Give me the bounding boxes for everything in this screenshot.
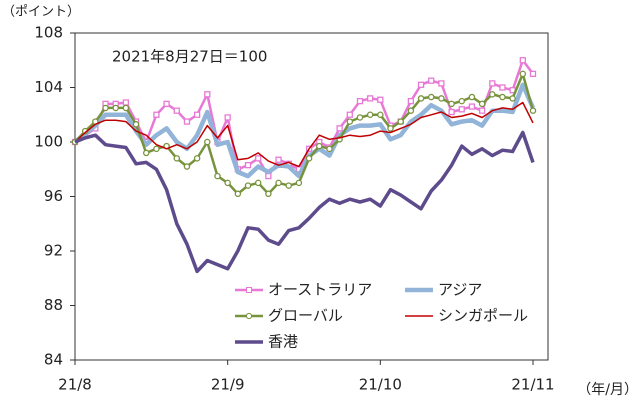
marker <box>132 121 140 128</box>
marker <box>224 179 231 187</box>
marker <box>254 179 262 187</box>
x-tick-label: 21/9 <box>211 376 245 394</box>
legend-label: グローバル <box>268 307 343 325</box>
marker <box>367 95 374 102</box>
marker <box>417 95 425 102</box>
marker <box>285 182 292 189</box>
marker <box>142 149 150 157</box>
legend-label: オーストラリア <box>268 281 372 299</box>
marker <box>163 100 170 107</box>
marker <box>468 93 476 101</box>
series-line <box>74 101 534 168</box>
marker <box>102 104 109 112</box>
marker <box>275 179 282 187</box>
marker <box>265 172 272 180</box>
marker <box>458 97 466 105</box>
marker <box>275 156 282 163</box>
marker <box>448 108 455 116</box>
y-tick-label: 88 <box>44 296 63 314</box>
y-axis-label: （ポイント） <box>2 5 80 20</box>
marker <box>265 190 272 198</box>
x-axis-label: （年/月） <box>577 382 638 398</box>
marker <box>499 84 506 91</box>
annotation: 2021年8月27日＝100 <box>112 48 267 66</box>
marker <box>204 91 211 98</box>
marker <box>244 182 252 189</box>
x-tick-label: 21/10 <box>359 376 402 394</box>
marker <box>326 145 333 153</box>
marker <box>489 80 496 87</box>
marker <box>224 114 231 121</box>
x-tick-label: 21/8 <box>58 376 92 394</box>
legend-marker <box>246 287 252 293</box>
marker <box>214 172 221 180</box>
marker <box>417 81 425 88</box>
legend-label: アジア <box>438 281 482 299</box>
marker <box>509 95 516 102</box>
marker <box>366 111 374 119</box>
legend-label: 香港 <box>268 333 298 351</box>
marker <box>112 104 119 112</box>
marker <box>489 91 496 98</box>
marker <box>336 125 343 132</box>
series-line <box>74 72 535 196</box>
marker <box>407 107 415 114</box>
marker <box>183 163 191 170</box>
marker <box>438 80 445 87</box>
marker <box>122 99 130 106</box>
marker <box>468 103 476 110</box>
marker <box>458 106 465 113</box>
legend-marker <box>245 312 253 320</box>
marker <box>356 97 364 105</box>
y-tick-label: 92 <box>44 242 63 260</box>
marker <box>428 77 435 84</box>
marker <box>407 97 415 105</box>
marker <box>244 162 252 169</box>
marker <box>234 190 242 198</box>
marker <box>448 100 455 108</box>
x-tick-label: 21/11 <box>511 376 554 394</box>
marker <box>529 70 537 78</box>
marker <box>173 155 181 162</box>
marker <box>122 104 130 112</box>
y-tick-label: 84 <box>44 351 63 369</box>
marker <box>153 145 160 153</box>
marker <box>305 155 313 162</box>
legend-label: シンガポール <box>438 307 528 325</box>
y-tick-label: 96 <box>44 187 63 205</box>
y-tick-label: 104 <box>34 78 63 96</box>
marker <box>193 155 201 162</box>
series-line <box>74 130 535 274</box>
marker <box>478 107 486 114</box>
y-tick-label: 100 <box>34 133 63 151</box>
marker <box>316 142 323 150</box>
marker <box>519 57 526 64</box>
marker <box>377 111 384 119</box>
marker <box>377 96 384 103</box>
marker <box>193 111 201 118</box>
marker <box>173 107 180 114</box>
marker <box>153 111 160 118</box>
y-tick-label: 108 <box>34 24 63 42</box>
marker <box>427 93 435 101</box>
marker <box>183 118 191 125</box>
marker <box>346 111 353 118</box>
marker <box>387 125 394 132</box>
marker <box>255 155 262 162</box>
marker <box>529 107 537 114</box>
marker <box>499 93 506 101</box>
marker <box>204 138 211 146</box>
marker <box>397 118 404 125</box>
marker <box>295 179 303 187</box>
marker <box>438 95 445 102</box>
marker <box>519 70 527 78</box>
marker <box>356 114 364 121</box>
marker <box>346 118 354 125</box>
marker <box>478 100 486 108</box>
